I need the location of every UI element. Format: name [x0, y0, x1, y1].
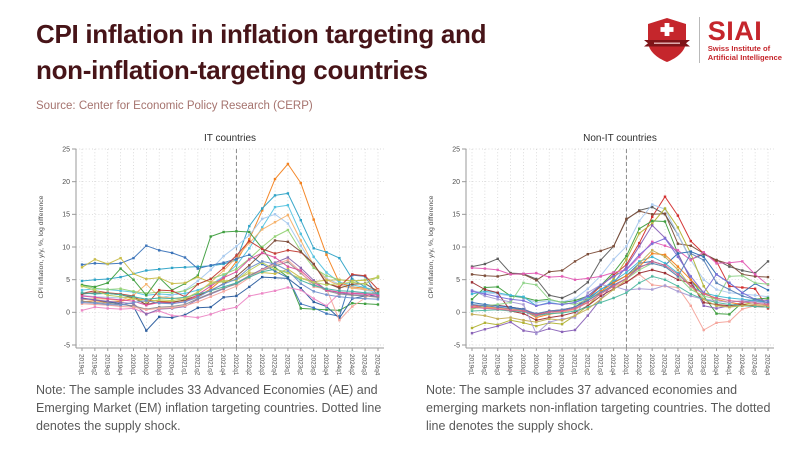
svg-text:2021q2: 2021q2	[583, 354, 590, 376]
page-title-line1: CPI inflation in inflation targeting and	[36, 19, 487, 49]
svg-text:2023q3: 2023q3	[699, 354, 706, 376]
svg-text:2023q4: 2023q4	[322, 354, 329, 376]
svg-text:20: 20	[452, 179, 460, 186]
svg-text:0: 0	[456, 310, 460, 317]
svg-text:0: 0	[66, 310, 70, 317]
logo-subtitle-line1: Swiss Institute of	[707, 44, 771, 53]
svg-text:25: 25	[452, 146, 460, 153]
svg-text:2020q2: 2020q2	[532, 354, 539, 376]
logo-divider	[698, 17, 700, 63]
svg-text:2023q2: 2023q2	[686, 354, 693, 376]
gridlines	[76, 148, 384, 346]
svg-text:5: 5	[456, 277, 460, 284]
svg-text:2020q4: 2020q4	[558, 354, 565, 376]
chart-title: IT countries	[204, 133, 256, 144]
svg-text:2020q1: 2020q1	[129, 354, 136, 376]
svg-text:2019q2: 2019q2	[480, 354, 487, 376]
siai-logo: SIAI Swiss Institute of Artificial Intel…	[642, 14, 782, 66]
svg-text:2020q2: 2020q2	[142, 354, 149, 376]
svg-text:2021q4: 2021q4	[609, 354, 616, 376]
svg-text:2022q2: 2022q2	[635, 354, 642, 376]
svg-text:-5: -5	[454, 342, 460, 349]
svg-text:10: 10	[62, 244, 70, 251]
gridlines	[466, 148, 774, 346]
note-right: Note: The sample includes 37 advanced ec…	[426, 383, 771, 433]
svg-text:2019q3: 2019q3	[103, 354, 110, 376]
series-lines	[470, 195, 770, 336]
svg-text:2022q1: 2022q1	[232, 354, 239, 376]
svg-text:2020q3: 2020q3	[155, 354, 162, 376]
svg-text:2021q4: 2021q4	[219, 354, 226, 376]
svg-text:2020q3: 2020q3	[545, 354, 552, 376]
svg-text:2019q2: 2019q2	[90, 354, 97, 376]
svg-text:2019q4: 2019q4	[506, 354, 513, 376]
svg-text:2024q4: 2024q4	[374, 354, 381, 376]
svg-text:2021q2: 2021q2	[193, 354, 200, 376]
svg-text:15: 15	[452, 212, 460, 219]
svg-text:2024q1: 2024q1	[725, 354, 732, 376]
svg-text:2019q4: 2019q4	[116, 354, 123, 376]
svg-text:2021q3: 2021q3	[206, 354, 213, 376]
siai-shield-icon	[643, 18, 690, 62]
svg-text:2024q1: 2024q1	[335, 354, 342, 376]
svg-text:2024q4: 2024q4	[764, 354, 771, 376]
y-axis-label: CPI inflation, y/y, %, log difference	[38, 195, 45, 298]
svg-text:15: 15	[62, 212, 70, 219]
it-countries-chart: -5 0 5 10 15 20 25 CPI inflation, y/y, %, log d…	[34, 130, 390, 378]
y-axis: -5 0 5 10 15 20 25	[62, 146, 77, 349]
svg-text:2023q2: 2023q2	[296, 354, 303, 376]
svg-text:2024q3: 2024q3	[751, 354, 758, 376]
svg-text:2019q1: 2019q1	[78, 354, 85, 376]
series-lines	[80, 162, 380, 332]
svg-text:2021q1: 2021q1	[571, 354, 578, 376]
svg-text:2022q3: 2022q3	[648, 354, 655, 376]
svg-text:10: 10	[452, 244, 460, 251]
y-axis-label: CPI inflation, y/y, %, log difference	[428, 195, 435, 298]
svg-text:2023q1: 2023q1	[674, 354, 681, 376]
logo-subtitle-line2: Artificial Intelligence	[707, 53, 782, 62]
logo-text: SIAI Swiss Institute of Artificial Intel…	[707, 16, 782, 63]
svg-text:2019q1: 2019q1	[468, 354, 475, 376]
svg-text:2024q2: 2024q2	[738, 354, 745, 376]
chart-canvas: -5 0 5 10 15 20 25 CPI inflation, y/y, %, log d…	[428, 133, 774, 376]
svg-text:2022q2: 2022q2	[245, 354, 252, 376]
source-line: Source: Center for Economic Policy Resea…	[36, 100, 313, 112]
svg-text:2021q1: 2021q1	[181, 354, 188, 376]
svg-text:2020q4: 2020q4	[168, 354, 175, 376]
svg-text:2023q4: 2023q4	[712, 354, 719, 376]
x-axis: 2019q1 2019q2 2019q3 2019q4 2020q1 2020q2 2020…	[466, 347, 774, 376]
svg-text:20: 20	[62, 179, 70, 186]
logo-acronym: SIAI	[707, 16, 763, 46]
svg-text:2022q3: 2022q3	[258, 354, 265, 376]
non-it-countries-chart: -5 0 5 10 15 20 25 CPI inflation, y/y, %, log d…	[424, 130, 780, 378]
svg-text:2019q3: 2019q3	[493, 354, 500, 376]
y-axis: -5 0 5 10 15 20 25	[452, 146, 467, 349]
page-title: CPI inflation in inflation targeting and…	[36, 16, 636, 88]
page-title-line2: non-inflation-targeting countries	[36, 55, 428, 85]
svg-text:2023q1: 2023q1	[284, 354, 291, 376]
svg-text:25: 25	[62, 146, 70, 153]
svg-text:2024q2: 2024q2	[348, 354, 355, 376]
svg-text:2024q3: 2024q3	[361, 354, 368, 376]
svg-text:2022q1: 2022q1	[622, 354, 629, 376]
chart-canvas: -5 0 5 10 15 20 25 CPI inflation, y/y, %, log d…	[38, 133, 384, 376]
svg-text:2022q4: 2022q4	[271, 354, 278, 376]
note-left: Note: The sample includes 33 Advanced Ec…	[36, 383, 382, 433]
x-axis: 2019q1 2019q2 2019q3 2019q4 2020q1 2020q2 2020…	[76, 347, 384, 376]
svg-text:2021q3: 2021q3	[596, 354, 603, 376]
chart-title: Non-IT countries	[583, 133, 657, 144]
svg-text:2020q1: 2020q1	[519, 354, 526, 376]
svg-text:5: 5	[66, 277, 70, 284]
svg-text:-5: -5	[64, 342, 70, 349]
svg-text:2022q4: 2022q4	[661, 354, 668, 376]
svg-text:2023q3: 2023q3	[309, 354, 316, 376]
